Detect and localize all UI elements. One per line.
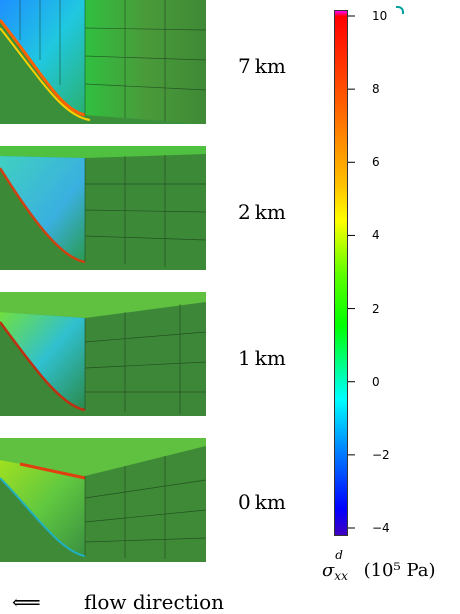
colorbar-label: σ d xx (10⁵ Pa) (322, 548, 436, 583)
left-arrow-icon: ⟸ (12, 590, 41, 614)
depth-label-7km: 7 km (238, 54, 286, 78)
panel-0km (0, 438, 206, 562)
colorbar-tick-label: 4 (372, 228, 380, 243)
flow-direction: ⟸ flow direction (12, 590, 224, 614)
colorbar-label-sub: xx (334, 569, 348, 583)
depth-label-2km: 2 km (238, 200, 286, 224)
colorbar-label-symbol: σ (322, 560, 335, 581)
panel-7km (0, 0, 206, 124)
colorbar-tick-label: 10 (372, 9, 388, 23)
colorbar-tick-label: 0 (372, 374, 380, 389)
colorbar (334, 10, 348, 536)
colorbar-tick-label: 8 (372, 82, 380, 97)
colorbar-tick-label: −2 (372, 447, 390, 462)
depth-label-1km: 1 km (238, 346, 286, 370)
colorbar-tick-label: −4 (372, 521, 390, 535)
corner-mark-icon (396, 6, 404, 14)
colorbar-tick-label: 6 (372, 155, 380, 170)
panel-2km (0, 146, 206, 270)
panel-1km (0, 292, 206, 416)
depth-label-0km: 0 km (238, 490, 286, 514)
colorbar-label-units: (10⁵ Pa) (363, 560, 436, 581)
colorbar-tick-label: 2 (372, 301, 380, 316)
colorbar-label-sup: d (335, 548, 343, 562)
flow-direction-label: flow direction (84, 590, 225, 614)
